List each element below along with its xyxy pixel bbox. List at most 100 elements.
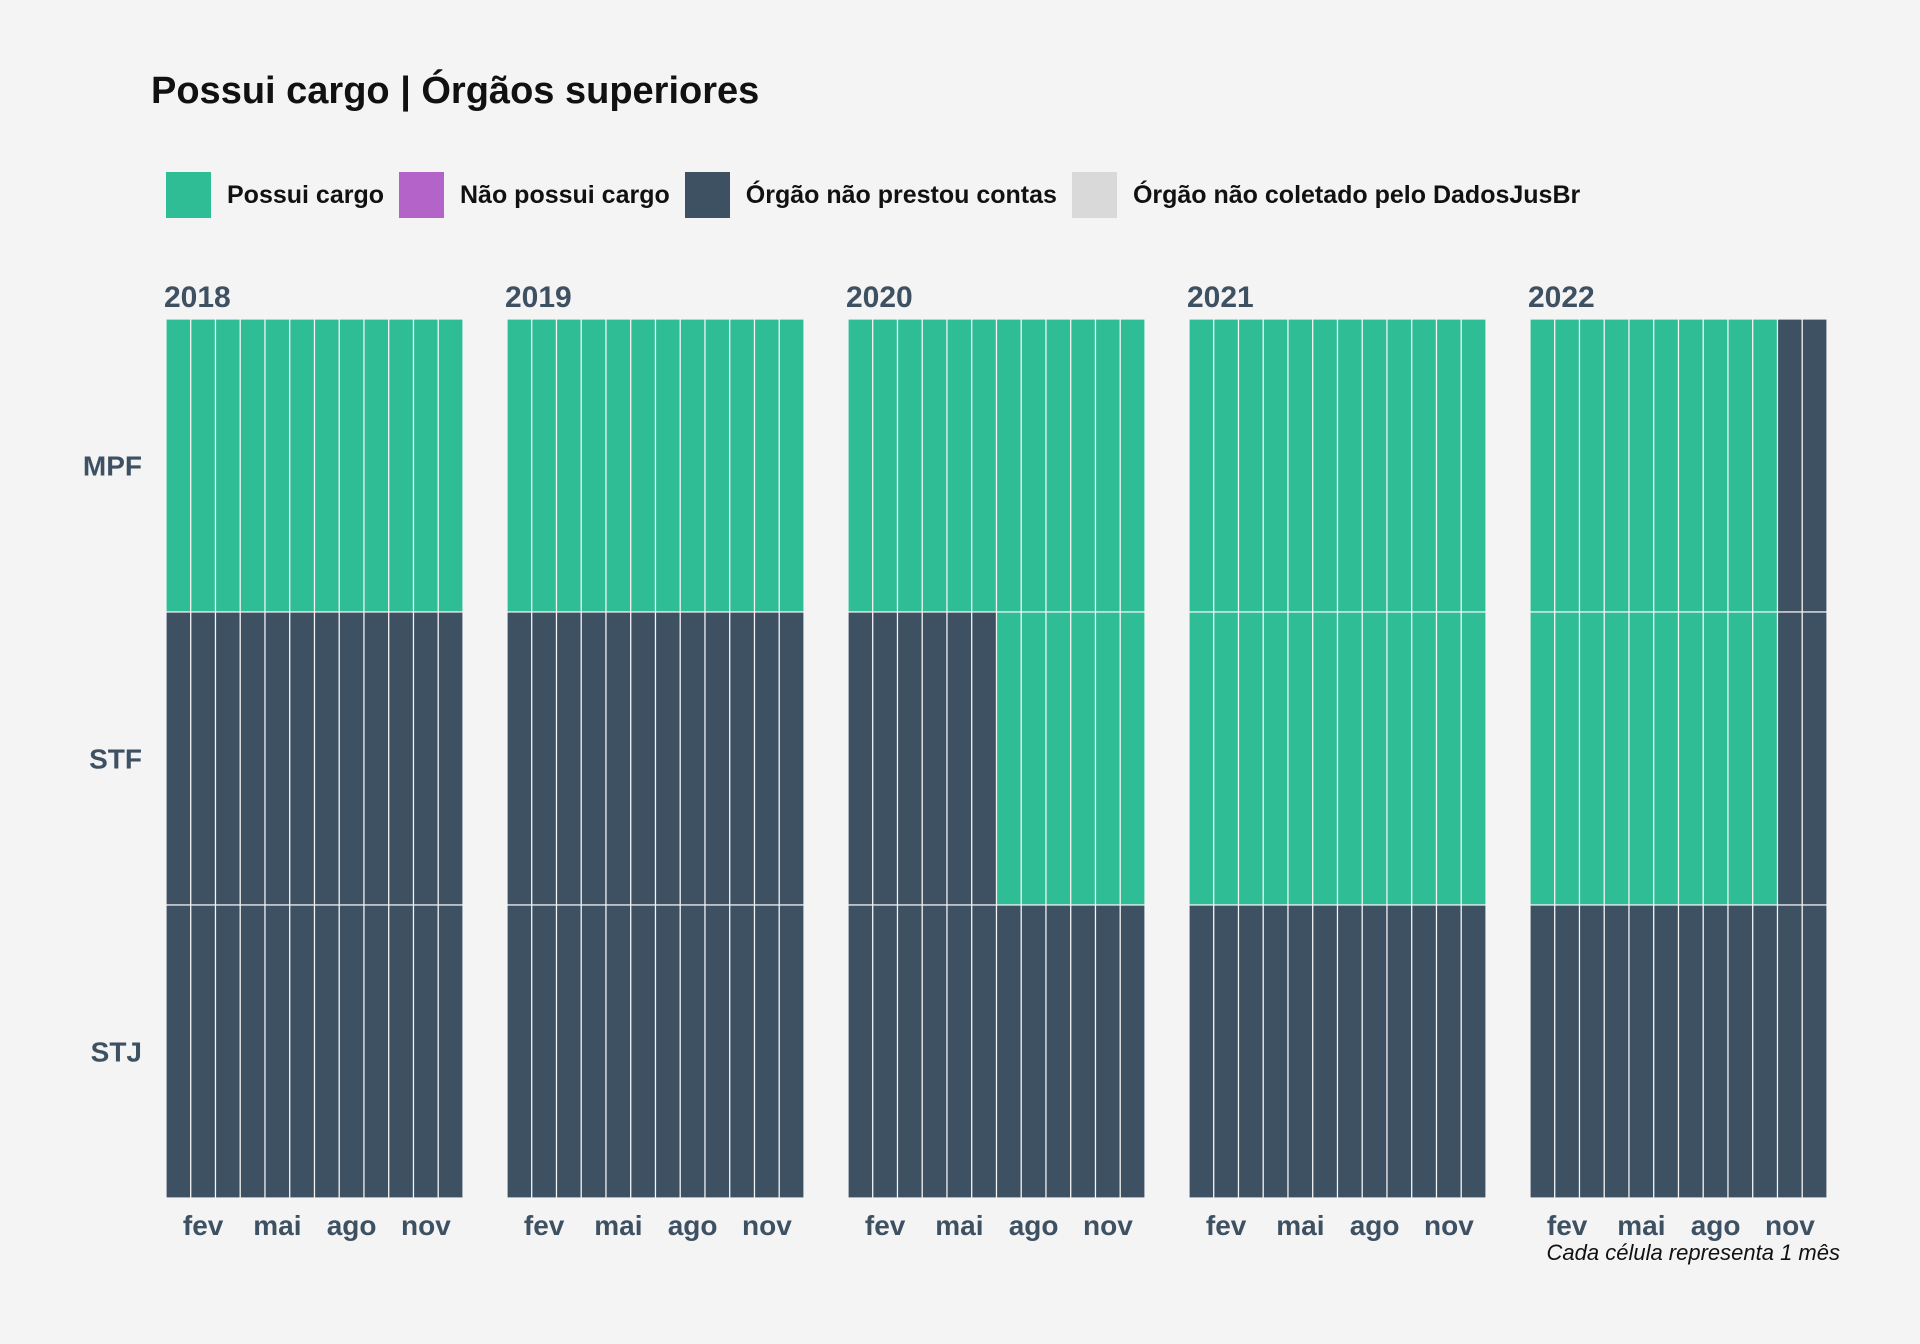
heatmap-cell bbox=[946, 318, 973, 613]
legend-swatch-nao-coletado bbox=[1071, 172, 1117, 218]
heatmap-cell bbox=[214, 318, 241, 613]
heatmap-cell bbox=[363, 904, 390, 1199]
heatmap-cell bbox=[165, 611, 192, 906]
heatmap-cell bbox=[1435, 611, 1462, 906]
heatmap-cell bbox=[847, 318, 874, 613]
heatmap-cell bbox=[264, 318, 291, 613]
month-tick-label: nov bbox=[401, 1210, 451, 1241]
heatmap-cell bbox=[1628, 904, 1655, 1199]
month-tick-label: nov bbox=[1083, 1210, 1133, 1241]
heatmap-cell bbox=[605, 318, 632, 613]
heatmap-cell bbox=[1361, 611, 1388, 906]
heatmap-cell bbox=[995, 611, 1022, 906]
heatmap-cell bbox=[729, 611, 756, 906]
heatmap-cell bbox=[313, 611, 340, 906]
heatmap-cell bbox=[1262, 904, 1289, 1199]
heatmap-cell bbox=[264, 904, 291, 1199]
heatmap-cell bbox=[388, 318, 415, 613]
month-tick-label: mai bbox=[935, 1210, 983, 1241]
heatmap-cell bbox=[1603, 611, 1630, 906]
heatmap-cell bbox=[363, 611, 390, 906]
heatmap-cell bbox=[1554, 318, 1581, 613]
heatmap-cell bbox=[531, 318, 558, 613]
heatmap-cell bbox=[1361, 904, 1388, 1199]
heatmap-cell bbox=[506, 904, 533, 1199]
heatmap-cell bbox=[1070, 904, 1097, 1199]
heatmap-cell bbox=[531, 611, 558, 906]
heatmap-cell bbox=[1188, 318, 1215, 613]
heatmap-cell bbox=[1702, 318, 1729, 613]
month-tick-label: fev bbox=[1547, 1210, 1588, 1241]
heatmap-cell bbox=[412, 904, 439, 1199]
heatmap-cell bbox=[971, 904, 998, 1199]
heatmap-cell bbox=[1287, 904, 1314, 1199]
heatmap-cell bbox=[1578, 904, 1605, 1199]
month-tick-label: ago bbox=[1350, 1210, 1400, 1241]
heatmap-cell bbox=[1237, 611, 1264, 906]
heatmap-cell bbox=[605, 611, 632, 906]
legend-swatch-possui bbox=[166, 172, 211, 218]
heatmap-cell bbox=[921, 318, 948, 613]
heatmap-cell bbox=[1119, 318, 1146, 613]
heatmap-cell bbox=[1386, 904, 1413, 1199]
legend-label-nao-coletado: Órgão não coletado pelo DadosJusBr bbox=[1132, 180, 1581, 209]
heatmap-cell bbox=[1336, 904, 1363, 1199]
heatmap-cell bbox=[778, 904, 805, 1199]
heatmap-cell bbox=[1776, 318, 1803, 613]
heatmap-cell bbox=[1653, 611, 1680, 906]
heatmap-cell bbox=[1188, 904, 1215, 1199]
heatmap-cell bbox=[531, 904, 558, 1199]
heatmap-cell bbox=[1435, 904, 1462, 1199]
legend-label-nao-prestou: Órgão não prestou contas bbox=[745, 180, 1057, 209]
heatmap-cell bbox=[555, 611, 582, 906]
heatmap-cell bbox=[1578, 611, 1605, 906]
heatmap-cell bbox=[729, 318, 756, 613]
heatmap-cell bbox=[1312, 904, 1339, 1199]
panel-year-label: 2019 bbox=[505, 281, 572, 314]
heatmap-cell bbox=[679, 318, 706, 613]
heatmap-cell bbox=[872, 611, 899, 906]
heatmap-cell bbox=[1287, 611, 1314, 906]
heatmap-cell bbox=[580, 318, 607, 613]
heatmap-cell bbox=[679, 904, 706, 1199]
heatmap-cell bbox=[1312, 318, 1339, 613]
heatmap-cell bbox=[872, 904, 899, 1199]
heatmap-cell bbox=[1045, 318, 1072, 613]
heatmap-cell bbox=[289, 904, 316, 1199]
heatmap-cell bbox=[1702, 904, 1729, 1199]
heatmap-cell bbox=[363, 318, 390, 613]
heatmap-cell bbox=[704, 611, 731, 906]
heatmap-cell bbox=[1237, 318, 1264, 613]
heatmap-cell bbox=[605, 904, 632, 1199]
heatmap-cell bbox=[264, 611, 291, 906]
heatmap-cell bbox=[313, 318, 340, 613]
heatmap-cell bbox=[1336, 611, 1363, 906]
heatmap-cell bbox=[753, 611, 780, 906]
chart-legend: Possui cargo Não possui cargo Órgão não … bbox=[166, 172, 1595, 218]
heatmap-cell bbox=[437, 611, 464, 906]
heatmap-cell bbox=[1801, 904, 1828, 1199]
heatmap-cell bbox=[630, 904, 657, 1199]
heatmap-cell bbox=[190, 611, 217, 906]
heatmap-cell bbox=[1020, 611, 1047, 906]
month-tick-label: nov bbox=[742, 1210, 792, 1241]
heatmap-cell bbox=[1237, 904, 1264, 1199]
heatmap-cell bbox=[1460, 318, 1487, 613]
heatmap-cell bbox=[289, 611, 316, 906]
heatmap-cell bbox=[753, 318, 780, 613]
heatmap-cell bbox=[338, 904, 365, 1199]
heatmap-cell bbox=[896, 904, 923, 1199]
heatmap-cell bbox=[506, 318, 533, 613]
heatmap-cell bbox=[1702, 611, 1729, 906]
heatmap-cell bbox=[239, 318, 266, 613]
heatmap-cell bbox=[1094, 904, 1121, 1199]
heatmap-cell bbox=[1727, 318, 1754, 613]
heatmap-cell bbox=[412, 318, 439, 613]
month-tick-label: mai bbox=[594, 1210, 642, 1241]
heatmap-cell bbox=[1653, 318, 1680, 613]
month-tick-label: fev bbox=[1206, 1210, 1247, 1241]
row-label: STJ bbox=[91, 1037, 142, 1068]
heatmap-cell bbox=[946, 904, 973, 1199]
